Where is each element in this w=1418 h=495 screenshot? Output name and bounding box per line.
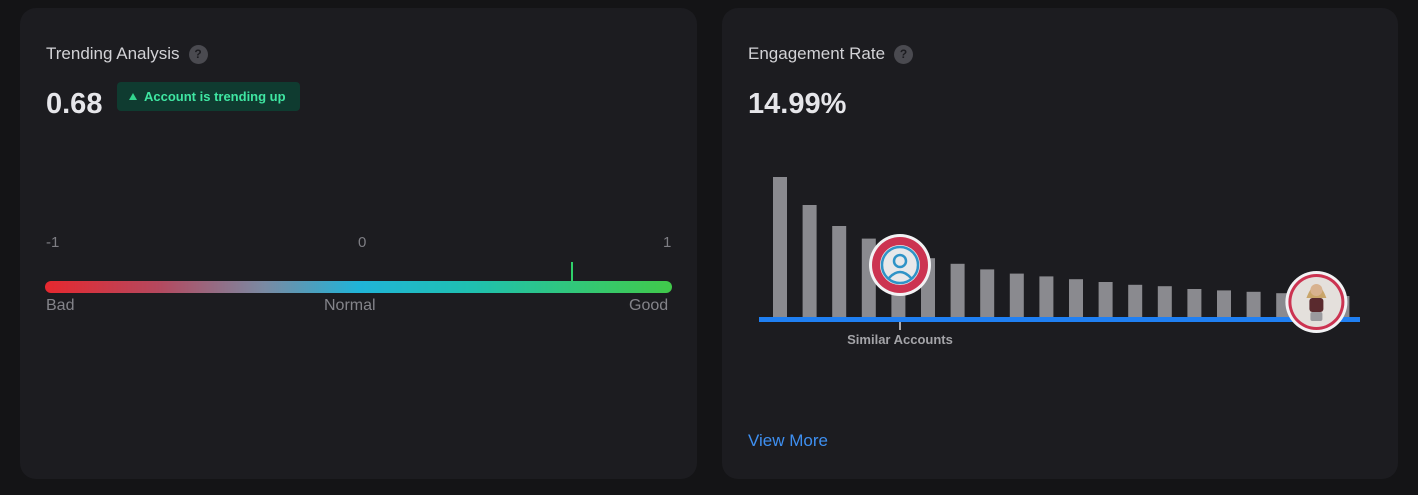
engagement-bar [802, 205, 817, 317]
trend-gradient-bar [45, 281, 672, 293]
help-icon[interactable]: ? [188, 44, 208, 64]
account-avatar[interactable] [1285, 271, 1348, 333]
engagement-bar [1157, 286, 1172, 317]
engagement-bar [1098, 282, 1113, 317]
engagement-bar [1009, 273, 1024, 317]
user-icon[interactable] [869, 234, 931, 296]
engagement-bar [950, 263, 965, 317]
trending-analysis-card: Trending Analysis ? 0.68 Account is tren… [20, 8, 697, 479]
engagement-rate-title-text: Engagement Rate [748, 44, 886, 63]
view-more-link[interactable]: View More [748, 431, 828, 450]
scale-bad-label: Bad [46, 297, 75, 314]
trending-analysis-title-text: Trending Analysis [46, 44, 180, 63]
similar-accounts-tick [899, 322, 901, 330]
scale-min-label: -1 [46, 234, 60, 251]
engagement-bar [832, 226, 847, 317]
engagement-bar [980, 269, 995, 317]
trending-status-text: Account is trending up [144, 89, 286, 104]
engagement-bar [1039, 276, 1054, 317]
scale-max-label: 1 [663, 234, 672, 251]
engagement-bar [1217, 290, 1231, 317]
engagement-rate-value: 14.99% [748, 88, 847, 120]
engagement-bar [1246, 291, 1261, 317]
trend-score-marker [570, 262, 573, 282]
similar-accounts-label: Similar Accounts [847, 332, 953, 347]
trending-score: 0.68 [46, 88, 103, 120]
engagement-rate-title: Engagement Rate ? [748, 44, 914, 64]
arrow-up-icon [129, 93, 137, 100]
chart-baseline [759, 317, 1360, 322]
help-icon[interactable]: ? [894, 44, 914, 64]
engagement-bar [1187, 289, 1202, 317]
scale-normal-label: Normal [324, 297, 376, 314]
scale-mid-label: 0 [358, 234, 367, 251]
engagement-bar [1128, 284, 1143, 317]
trending-status-badge: Account is trending up [117, 82, 300, 111]
engagement-bar [773, 177, 787, 317]
engagement-rate-card: Engagement Rate ? 14.99% Similar Account… [722, 8, 1398, 479]
trending-analysis-title: Trending Analysis ? [46, 44, 208, 64]
engagement-bar [1069, 279, 1083, 317]
engagement-distribution-chart: Similar Accounts [759, 177, 1360, 347]
scale-good-label: Good [629, 297, 669, 314]
